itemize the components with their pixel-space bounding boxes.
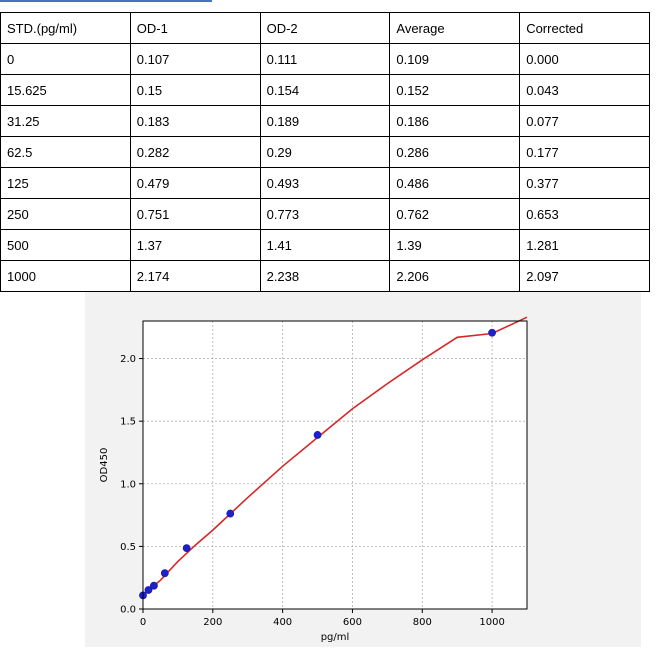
table-cell: 1000 bbox=[0, 260, 131, 292]
table-header-cell: STD.(pg/ml) bbox=[0, 12, 131, 44]
table-cell: 0.762 bbox=[389, 198, 521, 230]
table-cell: 0 bbox=[0, 43, 131, 75]
x-tick-label: 600 bbox=[343, 617, 362, 628]
data-point bbox=[144, 586, 153, 594]
table-cell: 1.37 bbox=[129, 229, 261, 261]
plot-area bbox=[143, 321, 527, 609]
y-axis-label: OD450 bbox=[99, 448, 110, 483]
table-cell: 1.281 bbox=[519, 229, 650, 261]
table-cell: 0.154 bbox=[259, 74, 391, 106]
table-cell: 0.486 bbox=[389, 167, 521, 199]
table-row: 500 1.37 1.41 1.39 1.281 bbox=[0, 229, 650, 261]
table-cell: 0.043 bbox=[519, 74, 650, 106]
table-row: 0 0.107 0.111 0.109 0.000 bbox=[0, 43, 650, 75]
x-tick-label: 800 bbox=[413, 617, 432, 628]
table-row: 125 0.479 0.493 0.486 0.377 bbox=[0, 167, 650, 199]
table-row: 15.625 0.15 0.154 0.152 0.043 bbox=[0, 74, 650, 106]
table-cell: 1.39 bbox=[389, 229, 521, 261]
data-point bbox=[488, 328, 496, 337]
table-cell: 0.653 bbox=[519, 198, 650, 230]
table-cell: 0.493 bbox=[259, 167, 391, 199]
table-cell: 0.286 bbox=[389, 136, 521, 168]
table-cell: 0.000 bbox=[519, 43, 650, 75]
table-header-cell: Corrected bbox=[519, 12, 650, 44]
table-cell: 0.29 bbox=[259, 136, 391, 168]
table-cell: 0.111 bbox=[259, 43, 391, 75]
table-cell: 0.177 bbox=[519, 136, 650, 168]
table-cell: 15.625 bbox=[0, 74, 131, 106]
chart-svg: 0 200 400 600 800 1000 0.0 0.5 1.0 1.5 2.0 pg/ml OD4… bbox=[85, 292, 641, 647]
table-cell: 0.282 bbox=[129, 136, 261, 168]
y-tick-label: 0.5 bbox=[120, 542, 136, 553]
table-cell: 2.206 bbox=[389, 260, 521, 292]
standard-curve-chart: 0 200 400 600 800 1000 0.0 0.5 1.0 1.5 2.0 pg/ml OD4… bbox=[85, 292, 641, 647]
table-cell: 2.238 bbox=[259, 260, 391, 292]
x-tick-label: 1000 bbox=[479, 617, 504, 628]
header-accent-bar bbox=[0, 0, 212, 2]
x-tick-label: 0 bbox=[140, 617, 146, 628]
table-cell: 0.183 bbox=[129, 105, 261, 137]
table-cell: 0.751 bbox=[129, 198, 261, 230]
table-cell: 2.174 bbox=[129, 260, 261, 292]
table-cell: 0.15 bbox=[129, 74, 261, 106]
table-cell: 0.109 bbox=[389, 43, 521, 75]
table-cell: 0.773 bbox=[259, 198, 391, 230]
table-cell: 0.152 bbox=[389, 74, 521, 106]
data-point bbox=[313, 431, 322, 439]
table-cell: 0.186 bbox=[389, 105, 521, 137]
table-header-cell: OD-2 bbox=[259, 12, 391, 44]
data-point bbox=[182, 544, 191, 553]
table-header-row: STD.(pg/ml) OD-1 OD-2 Average Corrected bbox=[0, 12, 650, 44]
table-cell: 2.097 bbox=[519, 260, 650, 292]
table-cell: 500 bbox=[0, 229, 131, 261]
table-cell: 0.479 bbox=[129, 167, 261, 199]
table-cell: 125 bbox=[0, 167, 131, 199]
y-tick-label: 2.0 bbox=[120, 354, 136, 365]
y-tick-label: 0.0 bbox=[120, 605, 136, 616]
table-cell: 31.25 bbox=[0, 105, 131, 137]
standard-curve-table: STD.(pg/ml) OD-1 OD-2 Average Corrected … bbox=[0, 12, 650, 292]
table-cell: 0.377 bbox=[519, 167, 650, 199]
fit-curve-line bbox=[142, 316, 528, 596]
table-cell: 1.41 bbox=[259, 229, 391, 261]
table-row: 250 0.751 0.773 0.762 0.653 bbox=[0, 198, 650, 230]
y-tick-label: 1.5 bbox=[120, 417, 136, 428]
table-row: 62.5 0.282 0.29 0.286 0.177 bbox=[0, 136, 650, 168]
table-header-cell: OD-1 bbox=[129, 12, 261, 44]
table-row: 31.25 0.183 0.189 0.186 0.077 bbox=[0, 105, 650, 137]
table-cell: 0.077 bbox=[519, 105, 650, 137]
data-point bbox=[150, 581, 158, 590]
table-cell: 0.107 bbox=[129, 43, 261, 75]
x-tick-label: 400 bbox=[273, 617, 292, 628]
table-cell: 0.189 bbox=[259, 105, 391, 137]
table-header-cell: Average bbox=[389, 12, 521, 44]
y-tick-label: 1.0 bbox=[120, 479, 136, 490]
table-row: 1000 2.174 2.238 2.206 2.097 bbox=[0, 260, 650, 292]
axes-frame bbox=[142, 320, 528, 610]
table-cell: 250 bbox=[0, 198, 131, 230]
data-point bbox=[226, 509, 235, 518]
x-tick-label: 200 bbox=[203, 617, 222, 628]
x-axis-label: pg/ml bbox=[321, 632, 350, 643]
data-point bbox=[160, 569, 169, 578]
table-cell: 62.5 bbox=[0, 136, 131, 168]
